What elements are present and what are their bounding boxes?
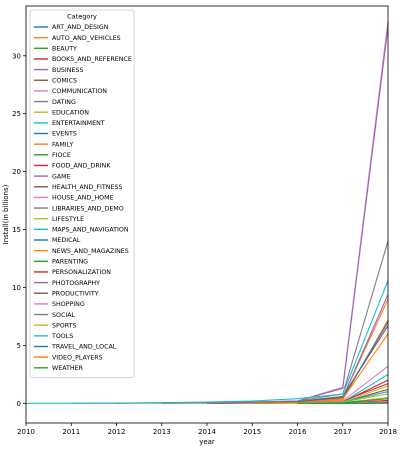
legend-label: PHOTOGRAPHY — [52, 280, 100, 287]
legend-label: SHOPPING — [52, 301, 85, 308]
legend-label: AUTO_AND_VEHICLES — [52, 35, 121, 42]
x-tick-label: 2010 — [17, 428, 35, 436]
legend-label: BOOKS_AND_REFERENCE — [52, 56, 132, 63]
y-tick-label: 15 — [12, 226, 21, 234]
legend-label: MEDICAL — [52, 237, 81, 244]
x-tick-label: 2012 — [108, 428, 126, 436]
legend-label: DATING — [52, 99, 76, 106]
legend-label: EVENTS — [52, 131, 77, 138]
series-line-weather — [297, 398, 389, 404]
legend-label: PRODUCTIVITY — [52, 290, 99, 297]
legend-label: BEAUTY — [52, 46, 77, 53]
y-tick-label: 20 — [12, 168, 21, 176]
legend-box — [29, 9, 135, 378]
y-axis-ticks: 0 5 10 15 20 25 30 — [12, 52, 26, 408]
legend-label: FOOD_AND_DRINK — [52, 163, 111, 170]
x-tick-label: 2016 — [289, 428, 307, 436]
legend-label: ART_AND_DESIGN — [52, 24, 109, 31]
legend-label: TRAVEL_AND_LOCAL — [51, 344, 117, 351]
legend-label: FIOCE — [52, 152, 71, 159]
series-line-video-players — [252, 333, 389, 404]
legend-label: PARENTING — [52, 259, 88, 266]
x-tick-label: 2018 — [379, 428, 397, 436]
legend-label: SPORTS — [52, 322, 77, 329]
y-axis-label: Install(in billions) — [2, 184, 10, 244]
legend-label: LIBRARIES_AND_DEMO — [52, 205, 124, 212]
y-tick-label: 25 — [12, 110, 21, 118]
y-tick-label: 30 — [12, 52, 21, 60]
legend-label: COMMUNICATION — [52, 88, 107, 95]
x-tick-label: 2013 — [153, 428, 171, 436]
legend-label: FAMILY — [52, 141, 73, 148]
legend: Category ART_AND_DESIGN AUTO_AND_VEHICLES… — [29, 9, 135, 378]
legend-label: TOOLS — [51, 333, 73, 340]
y-tick-label: 5 — [17, 342, 21, 350]
legend-label: HEALTH_AND_FITNESS — [52, 184, 122, 191]
legend-label: GAME — [52, 173, 71, 180]
legend-label: BUSINESS — [52, 67, 83, 74]
x-tick-label: 2011 — [62, 428, 80, 436]
legend-label: HOUSE_AND_HOME — [52, 195, 114, 202]
legend-label: SOCIAL — [52, 312, 76, 319]
legend-label: COMICS — [52, 77, 77, 84]
legend-label: VIDEO_PLAYERS — [52, 354, 103, 361]
y-tick-label: 0 — [17, 400, 21, 408]
x-axis-ticks: 2010 2011 2012 2013 2014 2015 2016 2017 2018 — [17, 423, 397, 436]
y-tick-label: 10 — [12, 284, 21, 292]
legend-label: PERSONALIZATION — [52, 269, 111, 276]
legend-label: EDUCATION — [52, 109, 89, 116]
legend-label: MAPS_AND_NAVIGATION — [52, 227, 129, 234]
legend-title: Category — [67, 13, 97, 21]
x-tick-label: 2015 — [243, 428, 261, 436]
x-tick-label: 2017 — [334, 428, 352, 436]
legend-label: ENTERTAINMENT — [52, 120, 105, 127]
series-lines — [26, 21, 389, 404]
legend-label: NEWS_AND_MAGAZINES — [52, 248, 129, 255]
x-tick-label: 2014 — [198, 428, 216, 436]
legend-label: LIFESTYLE — [52, 216, 84, 223]
legend-items: ART_AND_DESIGN AUTO_AND_VEHICLES BEAUTY BOO… — [34, 24, 132, 372]
legend-label: WEATHER — [52, 365, 84, 372]
series-line-tools — [26, 280, 389, 404]
x-axis-label: year — [199, 438, 215, 446]
